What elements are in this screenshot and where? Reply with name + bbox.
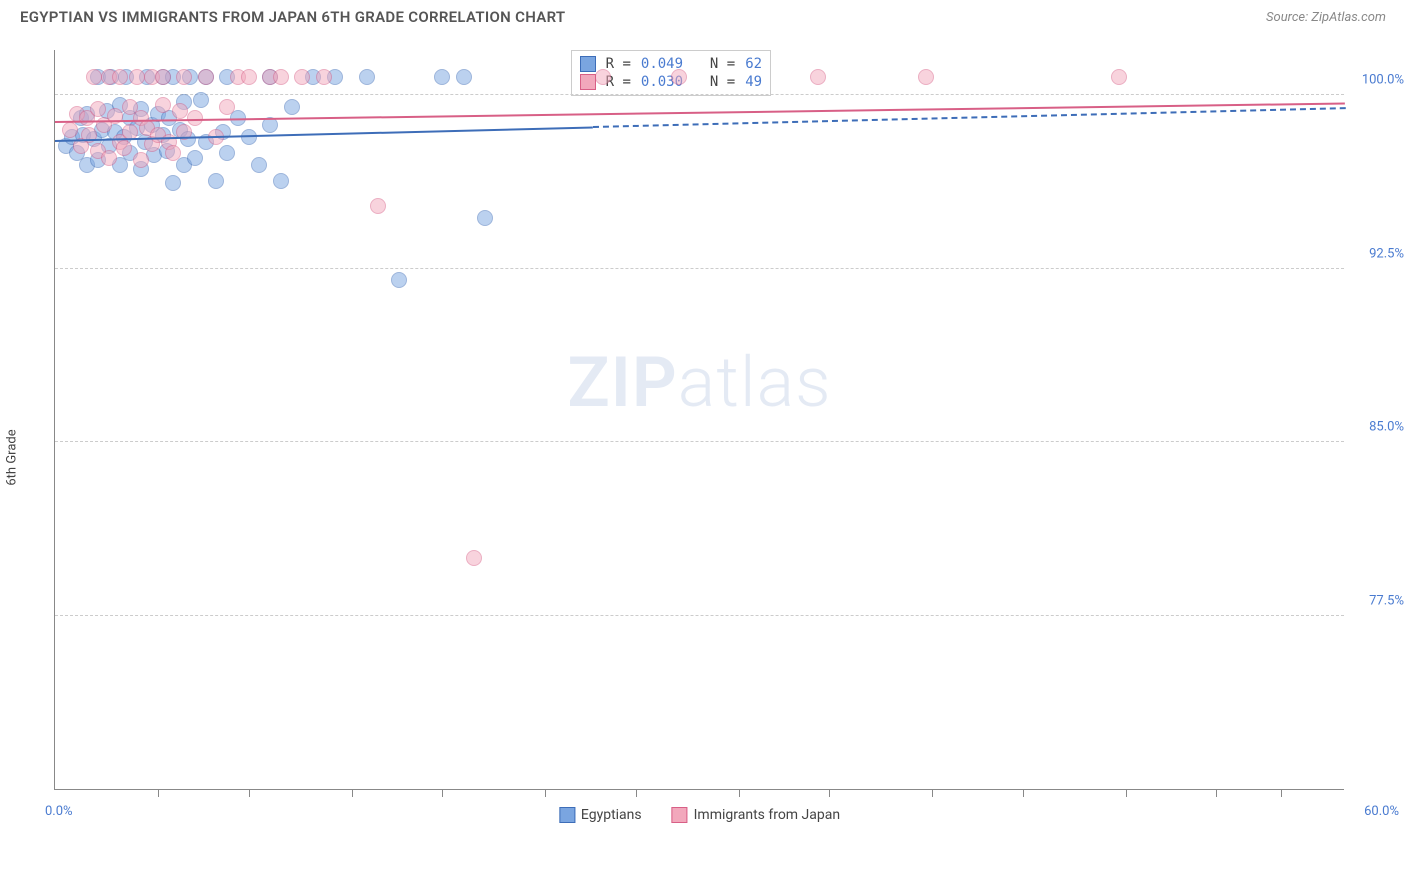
stat-label: R = xyxy=(606,56,631,72)
data-point xyxy=(208,173,224,189)
legend-label: Immigrants from Japan xyxy=(694,807,840,823)
data-point xyxy=(62,122,78,138)
x-tick xyxy=(1126,789,1127,797)
legend: Egyptians Immigrants from Japan xyxy=(559,807,840,823)
data-point xyxy=(918,69,934,85)
x-tick xyxy=(1281,789,1282,797)
gridline-h xyxy=(55,94,1344,95)
data-point xyxy=(316,69,332,85)
y-tick-label: 77.5% xyxy=(1349,593,1404,608)
legend-item: Immigrants from Japan xyxy=(672,807,840,823)
legend-label: Egyptians xyxy=(581,807,642,823)
x-axis-max-label: 60.0% xyxy=(1364,804,1399,819)
stat-label: N = xyxy=(693,74,735,90)
data-point xyxy=(251,157,267,173)
x-tick xyxy=(739,789,740,797)
series-swatch xyxy=(580,74,596,90)
data-point xyxy=(370,198,386,214)
data-point xyxy=(165,145,181,161)
data-point xyxy=(273,173,289,189)
data-point xyxy=(198,69,214,85)
x-tick xyxy=(1216,789,1217,797)
data-point xyxy=(1111,69,1127,85)
chart-header: EGYPTIAN VS IMMIGRANTS FROM JAPAN 6TH GR… xyxy=(0,0,1406,30)
chart-title: EGYPTIAN VS IMMIGRANTS FROM JAPAN 6TH GR… xyxy=(20,8,565,26)
stat-n-value: 62 xyxy=(745,56,762,72)
data-point xyxy=(129,69,145,85)
y-tick-label: 92.5% xyxy=(1349,246,1404,261)
data-point xyxy=(359,69,375,85)
x-axis-min-label: 0.0% xyxy=(45,804,73,819)
data-point xyxy=(477,210,493,226)
x-tick xyxy=(352,789,353,797)
data-point xyxy=(112,69,128,85)
data-point xyxy=(133,152,149,168)
data-point xyxy=(466,550,482,566)
data-point xyxy=(595,69,611,85)
data-point xyxy=(810,69,826,85)
data-point xyxy=(391,272,407,288)
data-point xyxy=(116,140,132,156)
x-tick xyxy=(545,789,546,797)
x-tick xyxy=(442,789,443,797)
data-point xyxy=(172,103,188,119)
gridline-h xyxy=(55,441,1344,442)
data-point xyxy=(219,145,235,161)
data-point xyxy=(284,99,300,115)
data-point xyxy=(273,69,289,85)
x-tick xyxy=(249,789,250,797)
data-point xyxy=(456,69,472,85)
legend-item: Egyptians xyxy=(559,807,642,823)
data-point xyxy=(671,69,687,85)
x-tick xyxy=(932,789,933,797)
x-tick xyxy=(829,789,830,797)
data-point xyxy=(219,99,235,115)
gridline-h xyxy=(55,268,1344,269)
data-point xyxy=(187,150,203,166)
data-point xyxy=(86,69,102,85)
data-point xyxy=(241,69,257,85)
plot-region: ZIPatlas R = 0.049 N = 62R = 0.030 N = 4… xyxy=(54,50,1344,790)
stat-n-value: 49 xyxy=(745,74,762,90)
watermark: ZIPatlas xyxy=(567,342,831,424)
source-attribution: Source: ZipAtlas.com xyxy=(1266,10,1386,25)
trend-line xyxy=(592,107,1345,128)
x-tick xyxy=(636,789,637,797)
series-swatch xyxy=(580,56,596,72)
stat-label: N = xyxy=(693,56,735,72)
data-point xyxy=(90,101,106,117)
x-tick xyxy=(1023,789,1024,797)
y-tick-label: 100.0% xyxy=(1349,73,1404,88)
data-point xyxy=(294,69,310,85)
legend-swatch xyxy=(672,807,688,823)
y-tick-label: 85.0% xyxy=(1349,420,1404,435)
data-point xyxy=(193,92,209,108)
data-point xyxy=(101,150,117,166)
data-point xyxy=(155,97,171,113)
data-point xyxy=(165,175,181,191)
data-point xyxy=(434,69,450,85)
gridline-h xyxy=(55,615,1344,616)
legend-swatch xyxy=(559,807,575,823)
data-point xyxy=(155,69,171,85)
x-tick xyxy=(158,789,159,797)
y-axis-label: 6th Grade xyxy=(5,429,20,485)
data-point xyxy=(176,69,192,85)
chart-area: 6th Grade ZIPatlas R = 0.049 N = 62R = 0… xyxy=(0,30,1406,870)
